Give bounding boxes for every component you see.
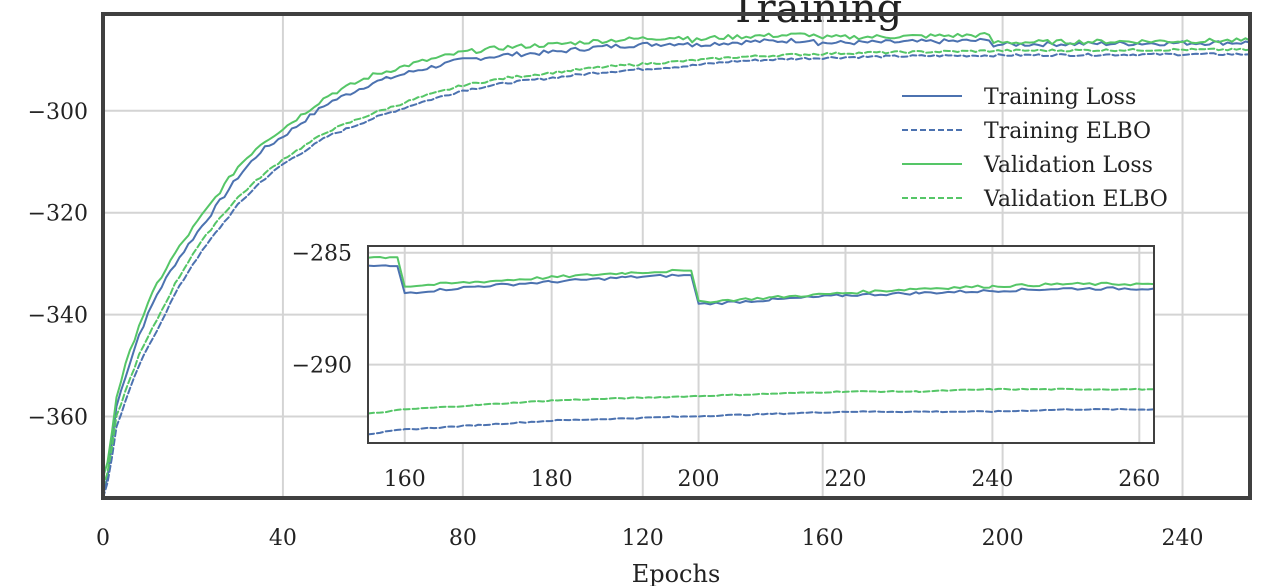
series-line-validation-loss xyxy=(102,32,1251,479)
series-line-validation-elbo xyxy=(102,47,1251,489)
inset-series-line-validation-loss xyxy=(367,256,1155,304)
x-tick-label: 200 xyxy=(982,526,1024,551)
legend-label: Training Loss xyxy=(984,85,1136,110)
series-line-training-elbo xyxy=(102,52,1251,499)
legend: Training Loss Training ELBO Validation Los… xyxy=(902,85,1168,212)
inset-tick-labels: 160 180 200 220 240 260 −285 −290 xyxy=(292,242,1161,492)
inset-x-tick-label: 180 xyxy=(531,467,573,492)
series-line-training-loss xyxy=(102,37,1251,494)
x-axis-label: Epochs xyxy=(632,560,721,586)
inset-x-tick-label: 240 xyxy=(971,467,1013,492)
y-tick-label: −360 xyxy=(28,405,88,430)
legend-label: Training ELBO xyxy=(984,119,1151,144)
x-tick-label: 240 xyxy=(1162,526,1204,551)
x-tick-label: 40 xyxy=(269,526,297,551)
inset-series-line-training-loss xyxy=(367,264,1155,306)
x-tick-label: 80 xyxy=(449,526,477,551)
inset-x-tick-label: 200 xyxy=(678,467,720,492)
legend-label: Validation Loss xyxy=(983,153,1153,178)
y-tick-label: −320 xyxy=(28,202,88,227)
inset-zoom-chart: 160 180 200 220 240 260 −285 −290 xyxy=(292,242,1161,492)
plot-frame xyxy=(101,12,1252,500)
x-tick-label: 160 xyxy=(802,526,844,551)
inset-x-tick-label: 160 xyxy=(384,467,426,492)
inset-y-tick-label: −290 xyxy=(292,354,352,379)
y-tick-label: −340 xyxy=(28,304,88,329)
inset-series-line-validation-elbo xyxy=(367,387,1155,415)
main-series-group xyxy=(102,32,1251,499)
inset-series-line-training-elbo xyxy=(367,407,1155,436)
inset-x-tick-label: 220 xyxy=(824,467,866,492)
x-tick-label: 0 xyxy=(96,526,110,551)
y-tick-label: −300 xyxy=(28,100,88,125)
inset-x-tick-label: 260 xyxy=(1118,467,1160,492)
main-tick-labels: 0 40 80 120 160 200 240 −300 −320 −340 −360 xyxy=(28,100,1204,551)
legend-label: Validation ELBO xyxy=(983,187,1168,212)
inset-frame xyxy=(367,245,1155,444)
inset-frame-border xyxy=(367,245,1155,444)
x-tick-label: 120 xyxy=(622,526,664,551)
inset-series-group xyxy=(367,256,1155,436)
inset-y-tick-label: −285 xyxy=(292,242,352,267)
